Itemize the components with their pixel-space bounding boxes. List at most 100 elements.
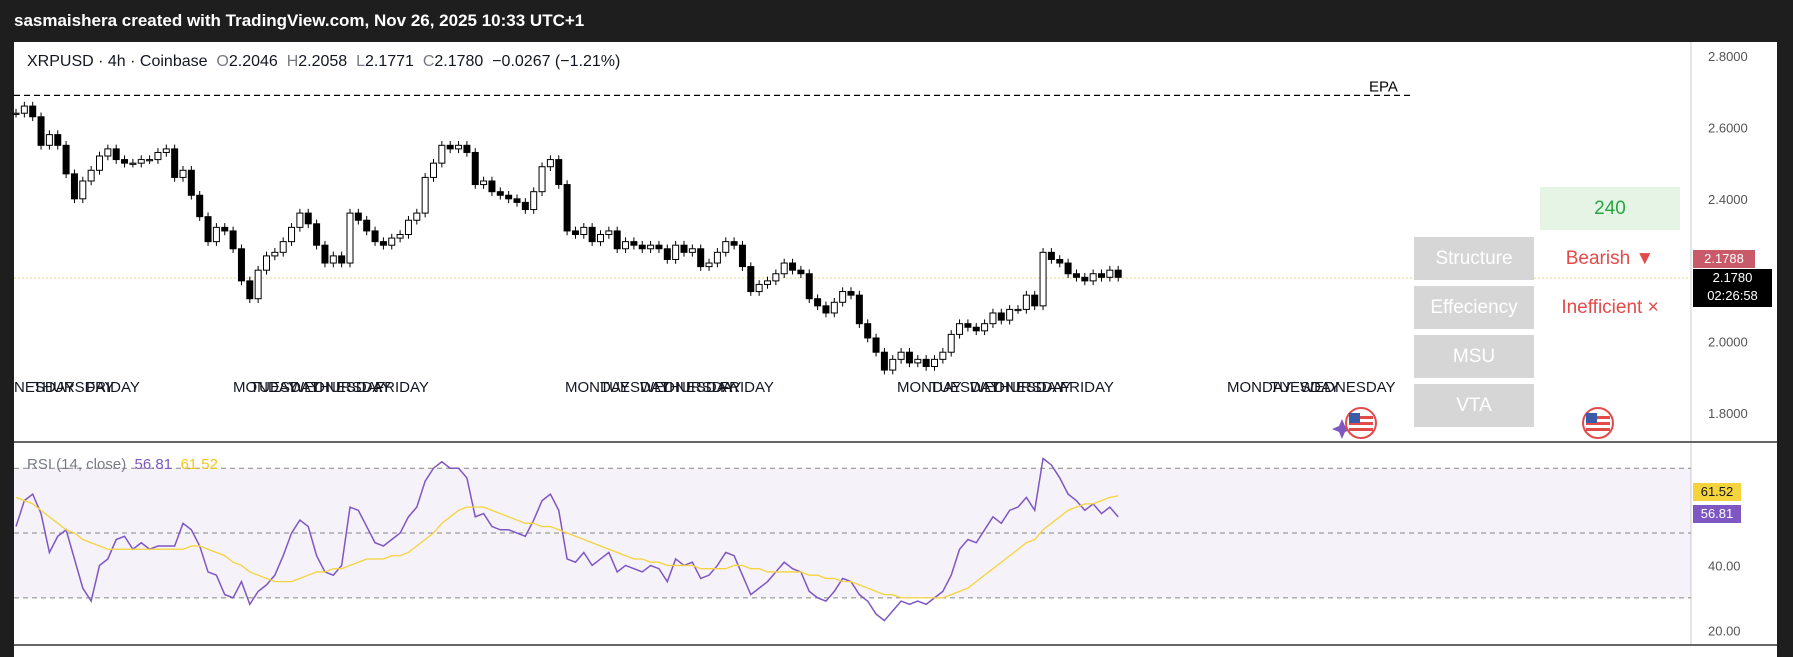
candle xyxy=(822,301,830,318)
candle xyxy=(154,148,162,164)
symbol-legend[interactable]: XRPUSD · 4h · Coinbase O2.2046 H2.2058 L… xyxy=(27,53,620,71)
candle xyxy=(530,187,538,214)
candle xyxy=(354,208,362,225)
candle xyxy=(146,155,154,164)
candle xyxy=(680,240,688,257)
candle xyxy=(338,251,346,268)
candle xyxy=(805,269,813,303)
day-label: TUESDAY xyxy=(250,379,320,396)
candle xyxy=(588,223,596,246)
candle xyxy=(112,144,120,164)
timeframe-badge: 240 xyxy=(1540,187,1680,230)
candles xyxy=(12,101,1122,375)
candle xyxy=(713,248,721,268)
day-label: WEDNESDAY xyxy=(640,379,736,396)
price-tag-upper-value: 2.1788 xyxy=(1704,251,1744,266)
candle xyxy=(914,355,922,368)
candle xyxy=(279,237,287,257)
close-label: C xyxy=(422,53,435,70)
candle xyxy=(121,155,129,168)
day-label: WEDNESDAY xyxy=(290,379,386,396)
rsi-legend-value: 56.81 xyxy=(134,456,173,473)
rsi-name: RSI (14, close) xyxy=(27,456,127,473)
msu-button[interactable]: MSU xyxy=(1414,335,1534,378)
candle xyxy=(513,194,521,207)
candle xyxy=(889,355,897,375)
candle xyxy=(488,176,496,196)
candle xyxy=(905,347,913,368)
structure-button[interactable]: Structure xyxy=(1414,237,1534,280)
day-label: MONDAY xyxy=(1227,379,1292,396)
candle xyxy=(1056,255,1064,268)
candle xyxy=(480,176,488,189)
candle xyxy=(780,258,788,279)
candle xyxy=(246,276,254,303)
candle xyxy=(922,355,930,371)
efficiency-status: Inefficient × xyxy=(1540,286,1680,329)
candle xyxy=(162,144,170,157)
candle xyxy=(505,190,513,204)
candle xyxy=(12,108,20,118)
candle xyxy=(655,240,663,254)
candle xyxy=(797,265,805,279)
rsi-levels xyxy=(14,467,1691,599)
candle xyxy=(288,223,296,246)
candle xyxy=(388,233,396,250)
candle xyxy=(296,208,304,232)
candle xyxy=(622,237,630,254)
high-value: 2.2058 xyxy=(298,53,348,70)
candle xyxy=(1031,290,1039,311)
candle xyxy=(346,208,354,268)
rsi-tag: 56.81 xyxy=(1693,505,1741,523)
candle xyxy=(237,244,245,286)
candle xyxy=(212,223,220,246)
low-label: L xyxy=(356,53,365,70)
candle xyxy=(1081,273,1089,286)
candle xyxy=(672,240,680,264)
structure-label: Structure xyxy=(1435,248,1513,269)
candle xyxy=(137,155,145,168)
candle xyxy=(304,208,312,229)
efficiency-button[interactable]: Effeciency xyxy=(1414,286,1534,329)
candle xyxy=(496,187,504,200)
day-label: FRIDAY xyxy=(1060,379,1114,396)
candle xyxy=(455,141,463,154)
us-flag-icon-right[interactable] xyxy=(1582,407,1614,439)
candle xyxy=(271,248,279,261)
candle xyxy=(196,190,204,221)
top-bar: sasmaishera created with TradingView.com… xyxy=(0,0,1793,42)
candle xyxy=(789,258,797,275)
price-tag-upper: 2.1788 xyxy=(1693,250,1755,268)
close-value: 2.1780 xyxy=(434,53,484,70)
change-value: −0.0267 (−1.21%) xyxy=(492,53,621,70)
candle xyxy=(989,308,997,328)
day-label: THURSDAY xyxy=(33,379,114,396)
candle xyxy=(830,297,838,318)
candle xyxy=(956,319,964,339)
candle xyxy=(1047,248,1055,264)
candle xyxy=(1089,269,1097,286)
price-tick-label: 2.8000 xyxy=(1708,49,1748,64)
day-label: THURSDAY xyxy=(990,379,1071,396)
day-label: TUESDAY xyxy=(1270,379,1340,396)
rsi-legend[interactable]: RSI (14, close) 56.81 61.52 xyxy=(27,456,218,473)
candle xyxy=(404,215,412,239)
candle xyxy=(471,148,479,189)
candle xyxy=(663,244,671,264)
candle xyxy=(37,112,45,150)
sparkle-icon[interactable] xyxy=(1332,419,1352,439)
candle xyxy=(79,176,87,204)
candle xyxy=(221,223,229,236)
day-label: FRIDAY xyxy=(86,379,140,396)
rsi-ma-tag-value: 61.52 xyxy=(1700,484,1734,499)
us-flag-icon[interactable] xyxy=(1345,407,1377,439)
symbol-info[interactable]: XRPUSD · 4h · Coinbase xyxy=(27,53,208,70)
candle xyxy=(546,155,554,172)
candle xyxy=(104,144,112,161)
candle xyxy=(847,287,855,300)
vta-button[interactable]: VTA xyxy=(1414,384,1534,427)
attribution-text: sasmaishera created with TradingView.com… xyxy=(14,11,585,30)
candle xyxy=(430,158,437,182)
candle xyxy=(329,251,337,268)
